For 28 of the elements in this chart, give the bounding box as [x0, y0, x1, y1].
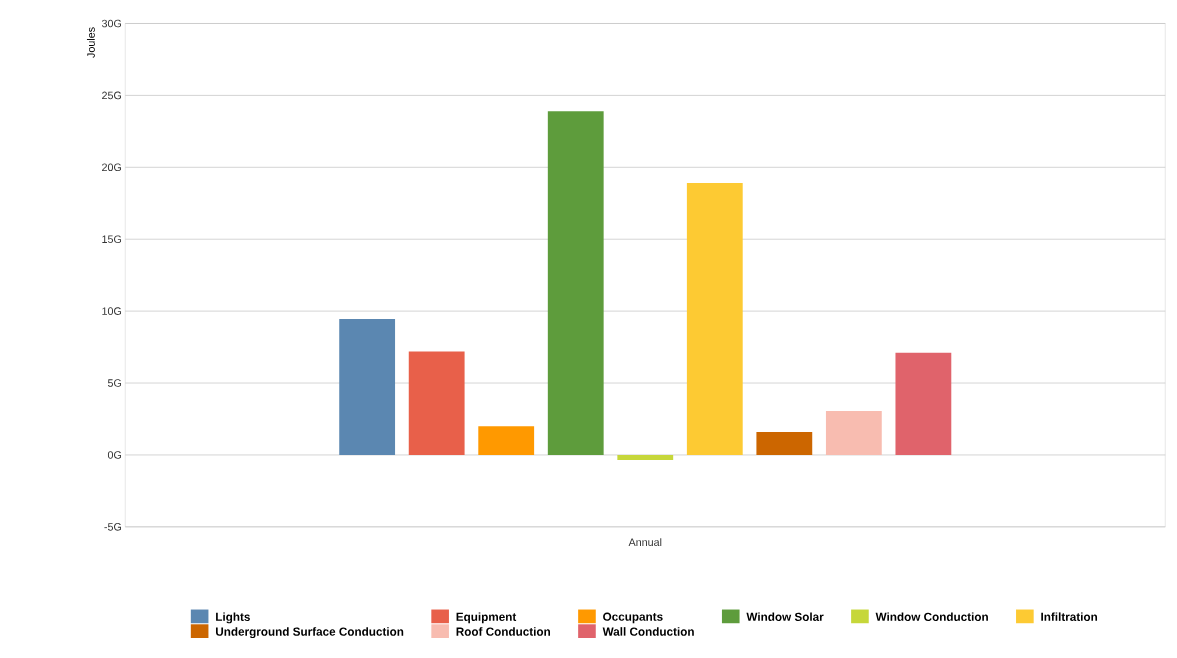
bar [408, 351, 465, 455]
y-tick-label: 20G [102, 163, 122, 172]
y-tick-label: 25G [102, 91, 122, 100]
legend-label: Infiltration [1041, 612, 1098, 621]
bar [686, 183, 743, 455]
legend-label: Equipment [456, 612, 517, 624]
legend-label: Lights [216, 612, 250, 624]
y-tick-label: 30G [101, 19, 122, 28]
bar [617, 454, 674, 460]
y-tick-label: 5G [107, 379, 122, 387]
y-tick-label: -5G [104, 523, 122, 531]
bar [756, 431, 813, 455]
legend-label: Roof Conduction [456, 627, 550, 636]
legend-label: Window Solar [746, 612, 824, 621]
y-tick-label: 10G [102, 307, 122, 315]
y-tick-label: 0G [107, 451, 122, 459]
bar [478, 426, 535, 455]
bar [547, 111, 604, 455]
legend-label: Wall Conduction [602, 627, 694, 636]
legend-label: Occupants [603, 612, 663, 624]
y-axis-title: Joules [86, 27, 95, 58]
bar [339, 319, 396, 455]
bar [895, 352, 952, 455]
x-tick-label: Annual [628, 538, 662, 546]
legend-label: Underground Surface Conduction [216, 627, 404, 639]
bar [825, 411, 882, 455]
legend-label: Window Conduction [875, 612, 988, 621]
y-tick-label: 15G [102, 235, 122, 243]
